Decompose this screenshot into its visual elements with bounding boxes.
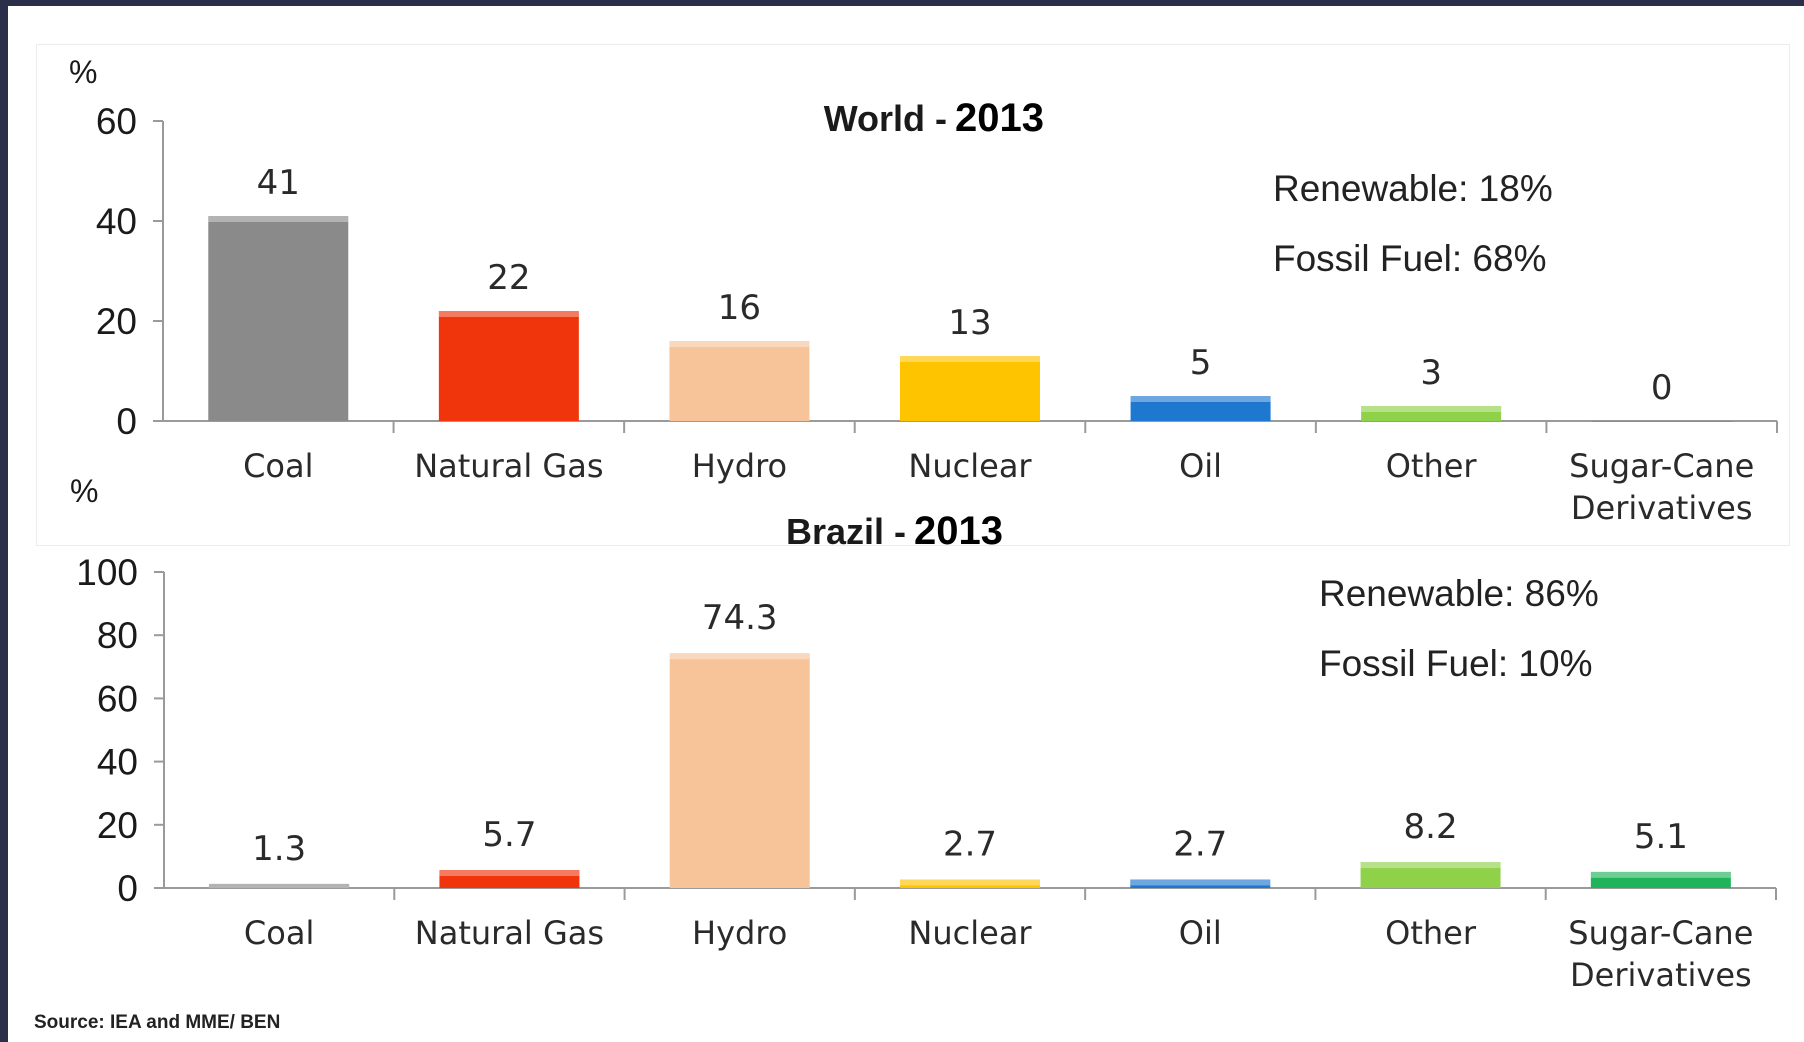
data-label-coal: 1.3 xyxy=(252,829,306,869)
chart-title-year: 2013 xyxy=(914,509,1003,553)
bar-sugar-cane-derivatives xyxy=(1591,421,1732,422)
bar-coal xyxy=(208,216,349,421)
bar-highlight xyxy=(900,356,1040,362)
x-tick-label: Sugar-Cane xyxy=(1569,447,1754,485)
bar-coal xyxy=(209,883,350,888)
data-label-other: 8.2 xyxy=(1404,807,1458,847)
bar-oil xyxy=(1130,396,1271,421)
x-tick-label: Hydro xyxy=(692,447,787,485)
fossil-fuel-share-note: Fossil Fuel: 10% xyxy=(1319,643,1593,684)
bar-other xyxy=(1361,406,1502,421)
x-tick-label: Hydro xyxy=(692,914,787,952)
renewable-share-note: Renewable: 18% xyxy=(1273,168,1553,209)
chart-title-year: 2013 xyxy=(955,96,1044,140)
bar-hydro xyxy=(669,341,810,421)
y-axis-unit: % xyxy=(70,473,98,509)
fossil-fuel-share-note: Fossil Fuel: 68% xyxy=(1273,238,1547,279)
bar-natural-gas xyxy=(439,869,580,888)
source-note: Source: IEA and MME/ BEN xyxy=(34,1012,281,1033)
bar-highlight xyxy=(1360,862,1501,869)
x-tick-label: Coal xyxy=(244,914,314,952)
data-label-sugar-cane-derivatives: 5.1 xyxy=(1634,817,1688,857)
data-label-natural-gas: 22 xyxy=(487,258,530,298)
y-tick-label: 60 xyxy=(96,101,137,142)
y-tick-label: 100 xyxy=(76,552,138,593)
world-chart: 0 20 40 60% 41 Coal 22 Natural Gas 16 Hydro 13 Nucl… xyxy=(69,54,1778,527)
data-label-nuclear: 13 xyxy=(948,303,991,343)
brazil-chart-panel: 0 20 40 60 80 100% 1.3 Coal 5.7 Natural Gas 74.3 Hy… xyxy=(36,473,1788,1036)
chart-title-prefix: World - xyxy=(824,98,947,139)
bar-highlight xyxy=(1130,879,1271,886)
data-label-natural-gas: 5.7 xyxy=(482,815,536,855)
bar-sugar-cane-derivatives xyxy=(1590,871,1731,888)
x-tick-label: Nuclear xyxy=(908,447,1032,485)
bar-nuclear xyxy=(900,879,1040,888)
bar-highlight xyxy=(439,869,580,876)
bar-hydro xyxy=(669,653,810,888)
renewable-share-note: Renewable: 86% xyxy=(1319,573,1599,614)
bar-highlight xyxy=(208,216,349,222)
bar-oil xyxy=(1130,879,1271,888)
bar-highlight xyxy=(1130,396,1271,402)
x-tick-label: Sugar-Cane xyxy=(1568,914,1753,952)
data-label-nuclear: 2.7 xyxy=(943,824,997,864)
bar-nuclear xyxy=(900,356,1040,421)
data-label-coal: 41 xyxy=(257,163,300,203)
bar-highlight xyxy=(1590,871,1731,878)
y-tick-label: 40 xyxy=(96,201,137,242)
y-tick-label: 80 xyxy=(97,615,138,656)
bar-other xyxy=(1360,862,1501,888)
slide: 0 20 40 60% 41 Coal 22 Natural Gas 16 Hydro 13 Nucl… xyxy=(8,6,1804,1042)
data-label-other: 3 xyxy=(1420,353,1442,393)
x-tick-label: Other xyxy=(1385,914,1477,952)
x-tick-label: Derivatives xyxy=(1570,956,1752,994)
data-label-sugar-cane-derivatives: 0 xyxy=(1651,368,1673,408)
x-tick-label: Natural Gas xyxy=(415,914,604,952)
y-tick-label: 0 xyxy=(116,401,137,442)
bar-highlight xyxy=(669,341,810,347)
brazil-chart: 0 20 40 60 80 100% 1.3 Coal 5.7 Natural Gas 74.3 Hy… xyxy=(70,473,1777,994)
chart-title-prefix: Brazil - xyxy=(786,511,906,552)
bar-highlight xyxy=(1361,406,1502,412)
data-label-hydro: 16 xyxy=(718,288,761,328)
bar-highlight xyxy=(900,879,1040,886)
y-tick-label: 40 xyxy=(97,742,138,783)
y-tick-label: 20 xyxy=(96,301,137,342)
x-tick-label: Other xyxy=(1386,447,1478,485)
y-tick-label: 0 xyxy=(117,868,138,909)
data-label-oil: 2.7 xyxy=(1173,824,1227,864)
x-tick-label: Natural Gas xyxy=(414,447,603,485)
x-tick-label: Derivatives xyxy=(1571,489,1753,527)
x-tick-label: Coal xyxy=(243,447,313,485)
bar-highlight xyxy=(669,653,810,660)
x-tick-label: Nuclear xyxy=(908,914,1032,952)
bar-natural-gas xyxy=(438,311,579,421)
y-tick-label: 60 xyxy=(97,678,138,719)
bar-highlight xyxy=(209,883,350,888)
data-label-hydro: 74.3 xyxy=(702,598,778,638)
x-tick-label: Oil xyxy=(1179,447,1222,485)
bar-highlight xyxy=(438,311,579,317)
x-tick-label: Oil xyxy=(1179,914,1222,952)
world-chart-panel: 0 20 40 60% 41 Coal 22 Natural Gas 16 Hydro 13 Nucl… xyxy=(36,44,1790,546)
y-tick-label: 20 xyxy=(97,805,138,846)
y-axis-unit: % xyxy=(69,54,97,90)
data-label-oil: 5 xyxy=(1190,343,1212,383)
